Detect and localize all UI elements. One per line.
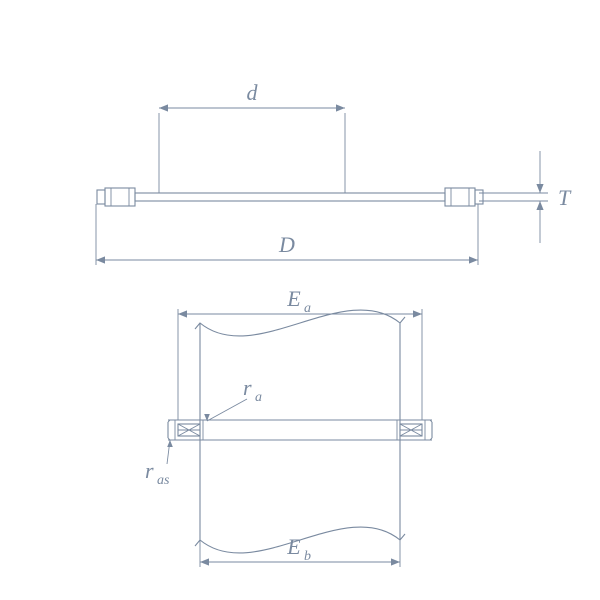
- svg-text:E: E: [286, 286, 301, 311]
- svg-text:T: T: [558, 185, 572, 210]
- svg-text:E: E: [286, 534, 301, 559]
- svg-text:r: r: [243, 375, 252, 400]
- svg-text:b: b: [304, 549, 311, 564]
- svg-text:a: a: [304, 301, 311, 316]
- svg-text:as: as: [157, 473, 170, 488]
- svg-text:a: a: [255, 390, 262, 405]
- technical-drawing: dDTEaEbraras: [0, 0, 600, 600]
- svg-text:d: d: [247, 80, 259, 105]
- svg-text:D: D: [278, 232, 295, 257]
- svg-text:r: r: [145, 458, 154, 483]
